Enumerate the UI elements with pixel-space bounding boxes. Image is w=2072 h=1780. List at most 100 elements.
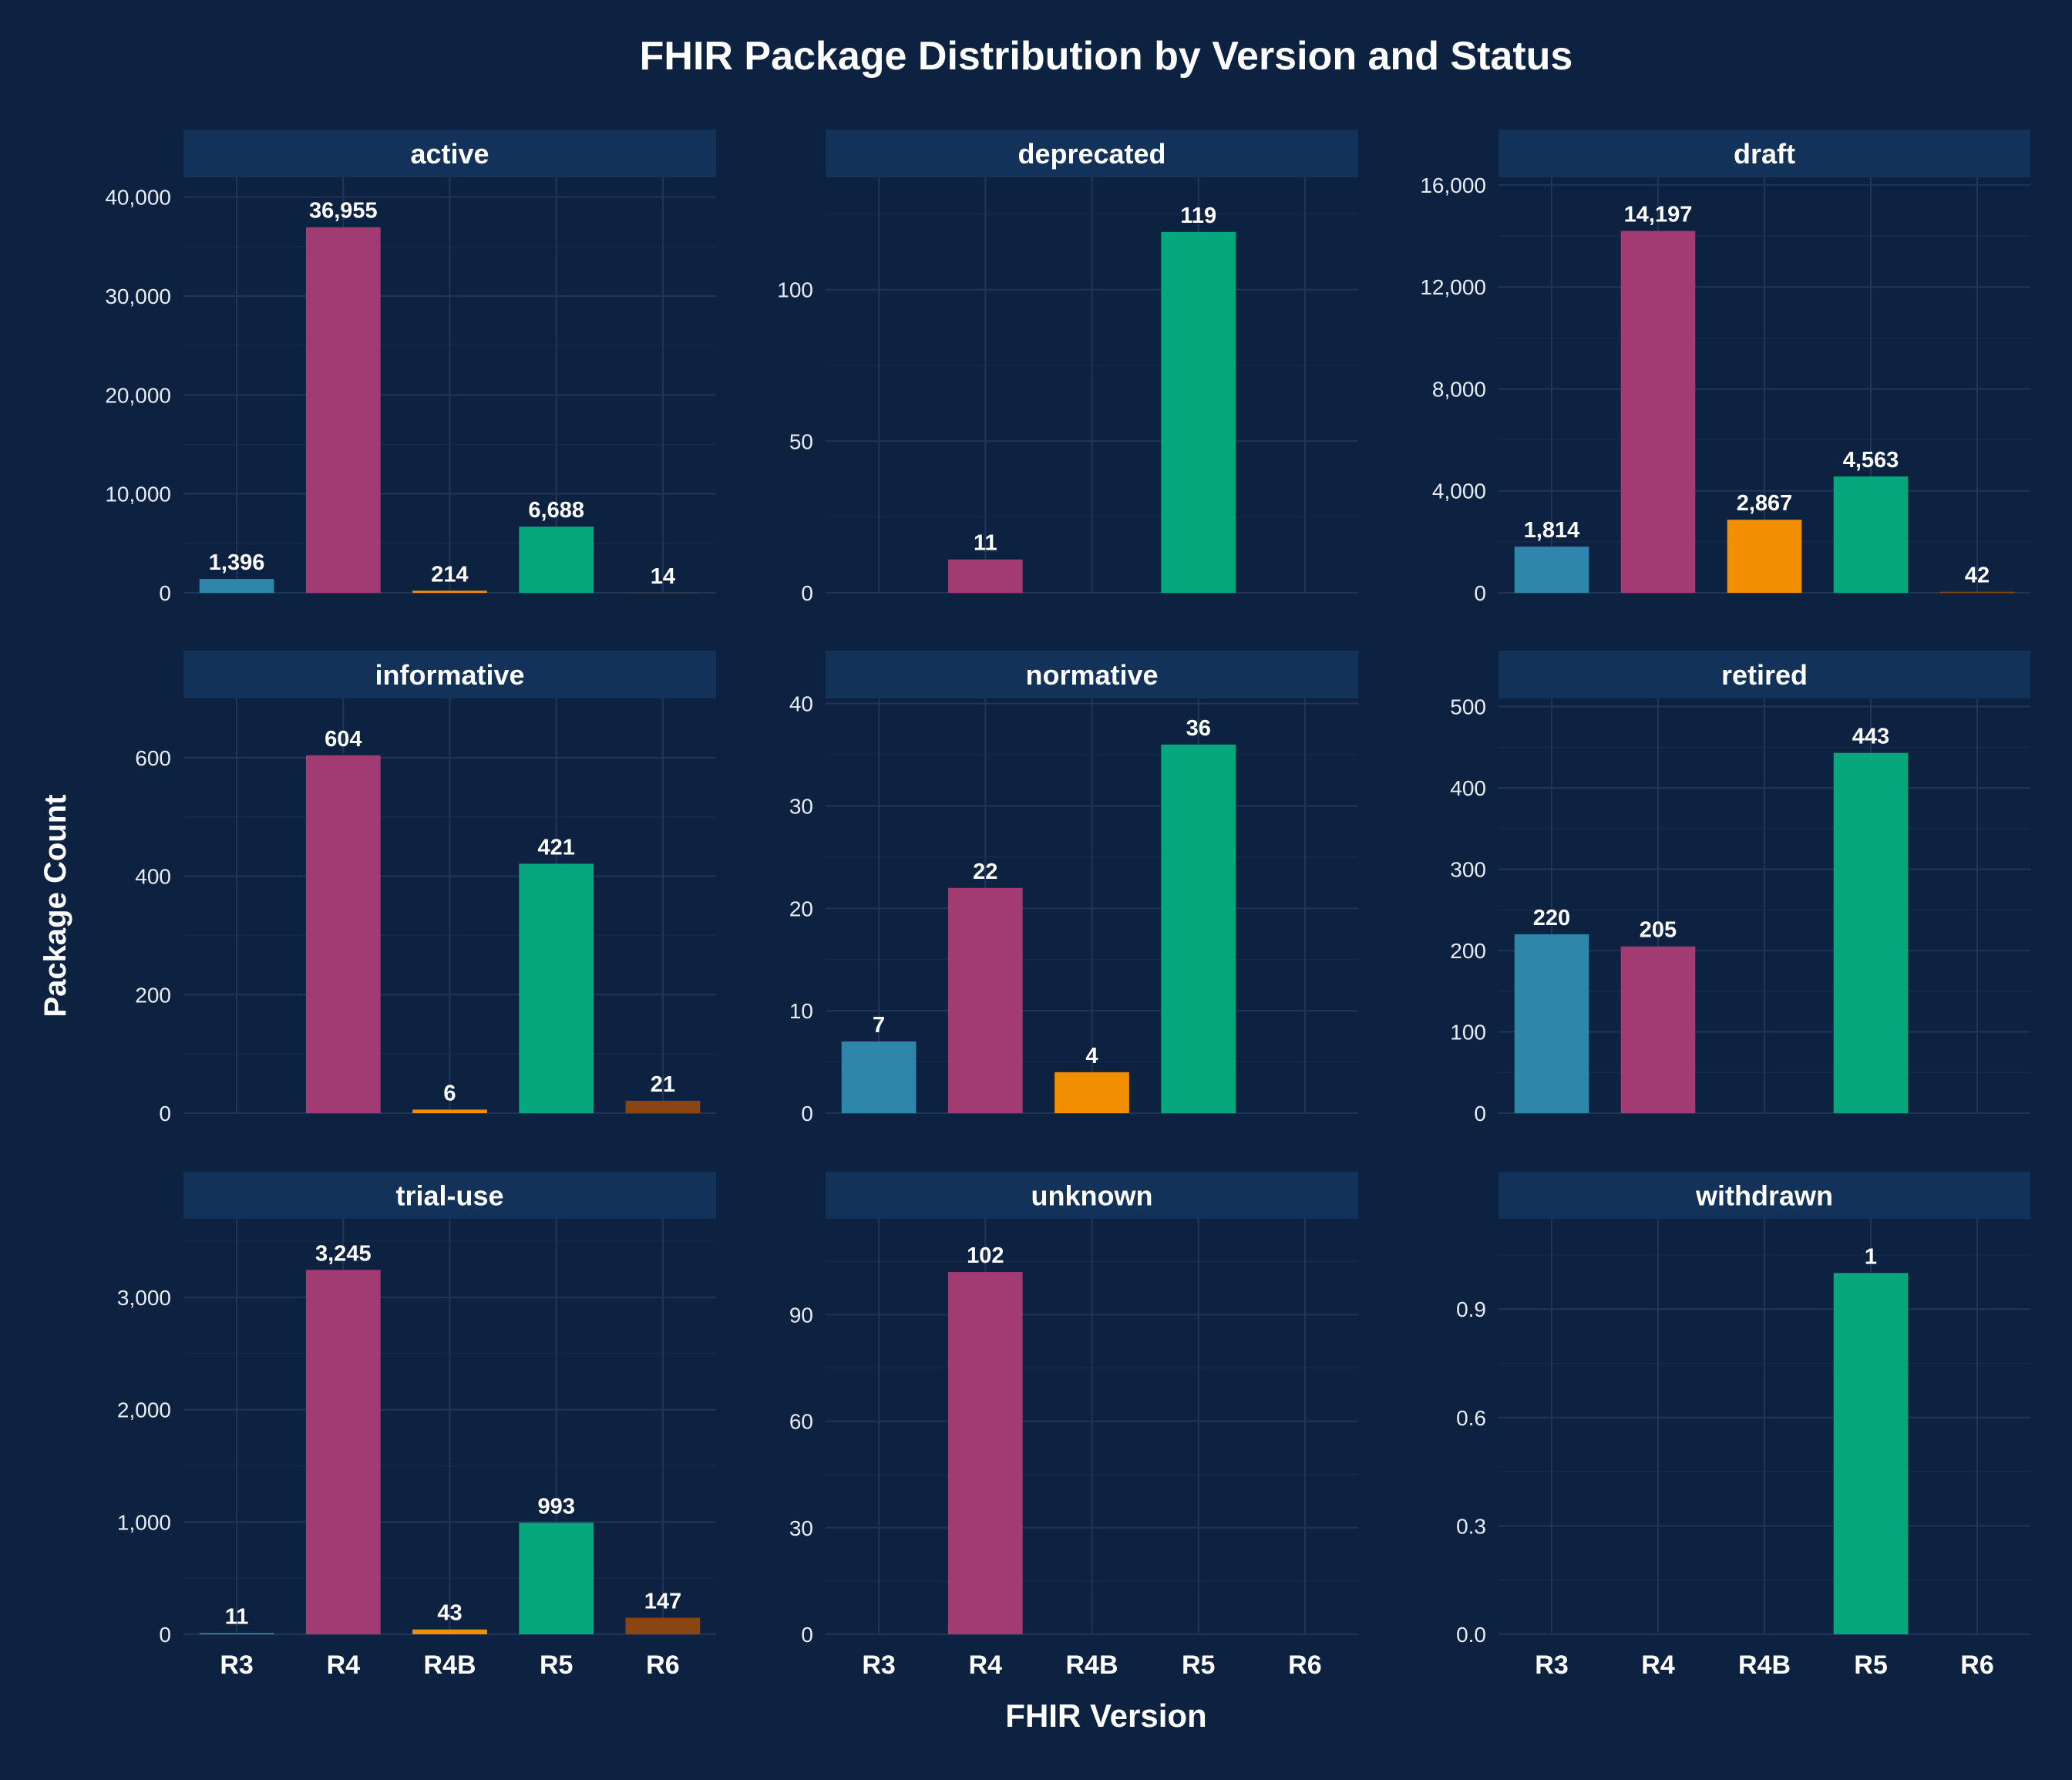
facet-title: active: [410, 138, 489, 170]
x-tick-label: R4: [1641, 1650, 1675, 1680]
x-tick-label: R4B: [1065, 1650, 1118, 1680]
y-tick-label: 30: [789, 794, 813, 818]
bar-R5: [519, 527, 594, 593]
bar-R4: [306, 1270, 381, 1634]
x-tick-label: R5: [1182, 1650, 1215, 1680]
y-tick-label: 0: [801, 1623, 813, 1647]
y-tick-label: 0.0: [1456, 1623, 1486, 1647]
y-tick-label: 0: [801, 1102, 813, 1126]
y-tick-label: 30: [789, 1516, 813, 1540]
y-tick-label: 0: [159, 581, 171, 605]
y-tick-label: 10: [789, 999, 813, 1023]
data-label: 11: [225, 1604, 249, 1629]
y-tick-label: 8,000: [1432, 377, 1486, 401]
data-label: 36,955: [309, 199, 378, 224]
bar-R5: [1834, 753, 1909, 1113]
y-tick-label: 60: [789, 1410, 813, 1434]
data-label: 11: [974, 531, 997, 556]
y-tick-label: 1,000: [117, 1510, 171, 1534]
x-tick-label: R5: [540, 1650, 573, 1680]
y-tick-label: 40,000: [105, 186, 171, 210]
y-tick-label: 2,000: [117, 1398, 171, 1422]
bar-R4: [306, 755, 381, 1113]
y-tick-label: 100: [777, 278, 813, 302]
data-label: 119: [1180, 204, 1216, 228]
facet-title: unknown: [1031, 1180, 1153, 1212]
bar-R6: [626, 1101, 701, 1113]
x-tick-label: R4: [969, 1650, 1003, 1680]
bar-R4: [948, 560, 1023, 593]
y-tick-label: 400: [135, 865, 171, 889]
y-tick-label: 300: [1450, 858, 1486, 882]
data-label: 1,396: [209, 550, 265, 575]
facet-title: draft: [1734, 138, 1795, 170]
y-tick-label: 200: [1450, 939, 1486, 963]
y-tick-label: 0: [159, 1623, 171, 1647]
y-tick-label: 40: [789, 692, 813, 716]
data-label: 14: [651, 564, 675, 589]
data-label: 22: [973, 860, 997, 884]
bar-R5: [519, 1523, 594, 1634]
bar-R5: [1161, 232, 1236, 593]
bar-R4: [306, 227, 381, 593]
y-tick-label: 20: [789, 897, 813, 920]
y-tick-label: 16,000: [1420, 173, 1486, 197]
bar-R3: [1515, 934, 1589, 1113]
data-label: 42: [1965, 564, 1990, 588]
x-axis-title: FHIR Version: [1005, 1698, 1206, 1734]
bar-R4: [948, 1272, 1023, 1634]
data-label: 14,197: [1624, 203, 1693, 227]
y-tick-label: 600: [135, 746, 171, 770]
bar-R4: [1621, 947, 1696, 1113]
data-label: 3,245: [315, 1241, 372, 1266]
bar-R6: [1940, 592, 2015, 593]
data-label: 147: [644, 1590, 681, 1614]
data-label: 993: [538, 1494, 575, 1519]
x-tick-label: R5: [1854, 1650, 1887, 1680]
bar-R6: [626, 1618, 701, 1634]
x-tick-label: R4B: [423, 1650, 476, 1680]
y-tick-label: 3,000: [117, 1286, 171, 1310]
x-tick-label: R6: [1288, 1650, 1321, 1680]
bar-R3: [1515, 547, 1589, 593]
bar-R4: [948, 888, 1023, 1113]
y-tick-label: 4,000: [1432, 479, 1486, 503]
y-tick-label: 0: [1474, 1102, 1486, 1126]
x-tick-label: R4: [327, 1650, 361, 1680]
y-tick-label: 50: [789, 429, 813, 453]
data-label: 604: [325, 727, 362, 752]
data-label: 205: [1640, 918, 1677, 943]
bar-R4B: [412, 1109, 487, 1113]
bar-R5: [1834, 1273, 1909, 1634]
y-tick-label: 0.6: [1456, 1406, 1486, 1430]
y-tick-label: 0.9: [1456, 1297, 1486, 1321]
data-label: 214: [431, 562, 468, 587]
x-tick-label: R3: [220, 1650, 253, 1680]
data-label: 36: [1186, 716, 1211, 741]
data-label: 21: [651, 1072, 675, 1097]
bar-R5: [519, 863, 594, 1113]
x-tick-label: R3: [862, 1650, 895, 1680]
y-axis-title: Package Count: [39, 795, 72, 1018]
bar-R3: [200, 579, 274, 593]
bar-R5: [1161, 745, 1236, 1113]
data-label: 220: [1533, 906, 1570, 930]
data-label: 7: [873, 1013, 885, 1038]
facet-title: withdrawn: [1695, 1180, 1833, 1212]
data-label: 4,563: [1843, 448, 1899, 473]
y-tick-label: 12,000: [1420, 275, 1486, 299]
x-tick-label: R4B: [1738, 1650, 1791, 1680]
x-tick-label: R6: [646, 1650, 679, 1680]
y-tick-label: 200: [135, 983, 171, 1007]
bar-R4B: [412, 591, 487, 593]
x-tick-label: R6: [1960, 1650, 1993, 1680]
bar-R4B: [1054, 1072, 1129, 1113]
facet-title: deprecated: [1018, 138, 1166, 170]
y-tick-label: 30,000: [105, 284, 171, 308]
y-tick-label: 90: [789, 1303, 813, 1327]
facet-title: informative: [375, 659, 524, 691]
data-label: 43: [437, 1601, 462, 1626]
y-tick-label: 100: [1450, 1021, 1486, 1045]
y-tick-label: 0: [159, 1102, 171, 1126]
